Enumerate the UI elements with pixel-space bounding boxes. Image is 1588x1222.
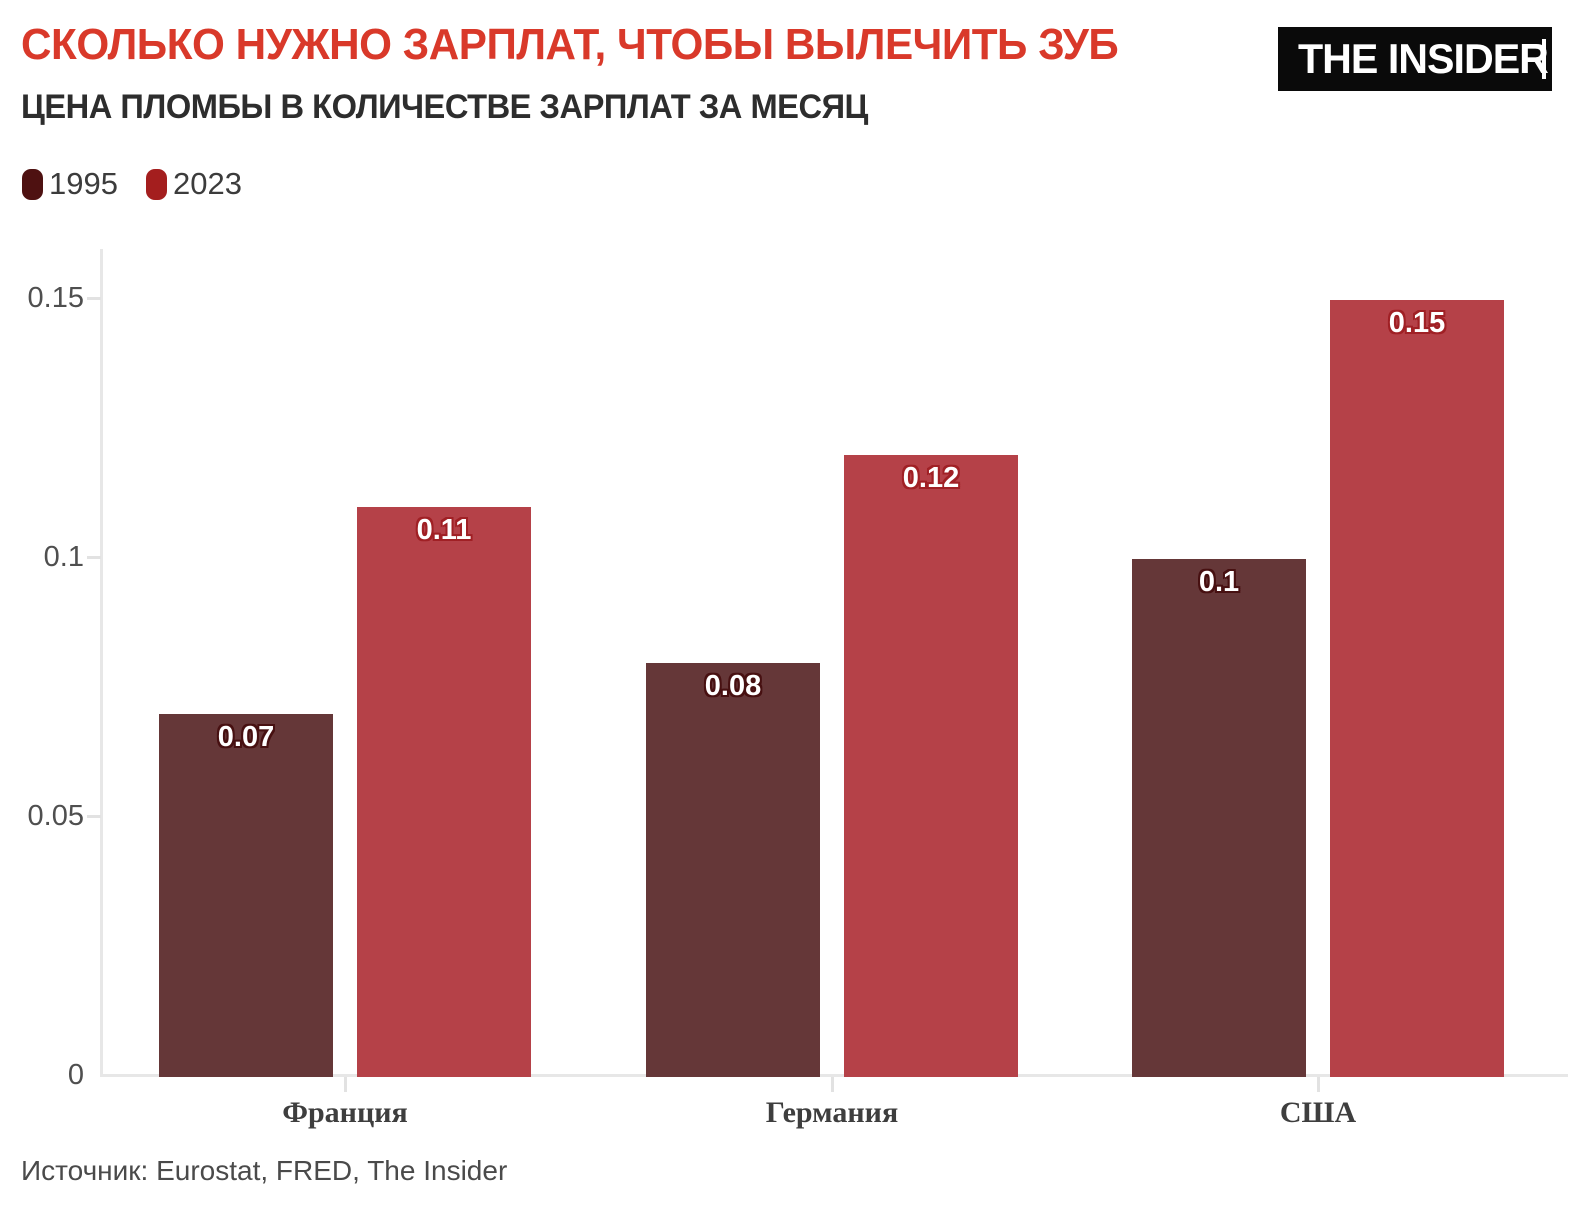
source-note: Источник: Eurostat, FRED, The Insider — [21, 1155, 508, 1186]
y-axis-label-0.15: 0.15 — [27, 282, 84, 314]
legend-swatch-1995 — [22, 168, 43, 200]
bar-value-label-Франция-1995: 0.07 — [217, 721, 275, 754]
bar-США-2023[interactable]: 0.15 — [1330, 300, 1504, 1077]
y-axis-tick-0.1 — [87, 556, 101, 559]
bar-value-label-США-2023: 0.15 — [1388, 307, 1446, 339]
chart-legend: 1995 2023 — [22, 166, 242, 202]
page-title: СКОЛЬКО НУЖНО ЗАРПЛАТ, ЧТОБЫ ВЫЛЕЧИТЬ ЗУ… — [21, 20, 1119, 69]
the-insider-logo[interactable]: THE INSIDER — [1278, 27, 1552, 91]
page-subtitle: ЦЕНА ПЛОМБЫ В КОЛИЧЕСТВЕ ЗАРПЛАТ ЗА МЕСЯ… — [21, 88, 868, 126]
category-label-Германия: Германия — [765, 1096, 899, 1129]
y-axis-label-0.1: 0.1 — [43, 541, 84, 573]
bar-Германия-1995[interactable]: 0.08 — [646, 662, 820, 1077]
logo-cursor-bar — [1542, 39, 1546, 79]
bar-value-label-США-1995: 0.1 — [1198, 566, 1240, 598]
logo-text: THE INSIDER — [1298, 35, 1549, 82]
y-axis-tick-0.15 — [87, 297, 101, 300]
y-axis-label-0.05: 0.05 — [27, 800, 84, 832]
legend-label-1995: 1995 — [49, 166, 118, 201]
legend-item-2023[interactable]: 2023 — [145, 166, 242, 202]
x-axis-tick-Германия — [831, 1077, 834, 1092]
category-label-США: США — [1279, 1096, 1357, 1129]
legend-label-2023: 2023 — [172, 166, 242, 201]
bar-value-label-Германия-2023: 0.12 — [902, 462, 960, 495]
bar-Франция-1995[interactable]: 0.07 — [159, 714, 333, 1077]
bar-value-label-Германия-1995: 0.08 — [704, 669, 762, 702]
x-axis-baseline — [100, 1074, 1568, 1077]
bar-Германия-2023[interactable]: 0.12 — [844, 455, 1018, 1077]
x-axis-tick-Франция — [344, 1077, 347, 1092]
y-axis-line — [100, 249, 103, 1077]
y-axis-tick-0.05 — [87, 815, 101, 818]
legend-swatch-2023 — [145, 168, 167, 200]
bar-Франция-2023[interactable]: 0.11 — [357, 507, 531, 1077]
x-axis-tick-США — [1317, 1077, 1320, 1092]
legend-item-1995[interactable]: 1995 — [22, 166, 118, 202]
category-label-Франция: Франция — [282, 1096, 408, 1129]
bar-США-1995[interactable]: 0.1 — [1132, 559, 1306, 1077]
y-axis-label-0: 0 — [67, 1059, 84, 1091]
bar-value-label-Франция-2023: 0.11 — [416, 514, 472, 547]
